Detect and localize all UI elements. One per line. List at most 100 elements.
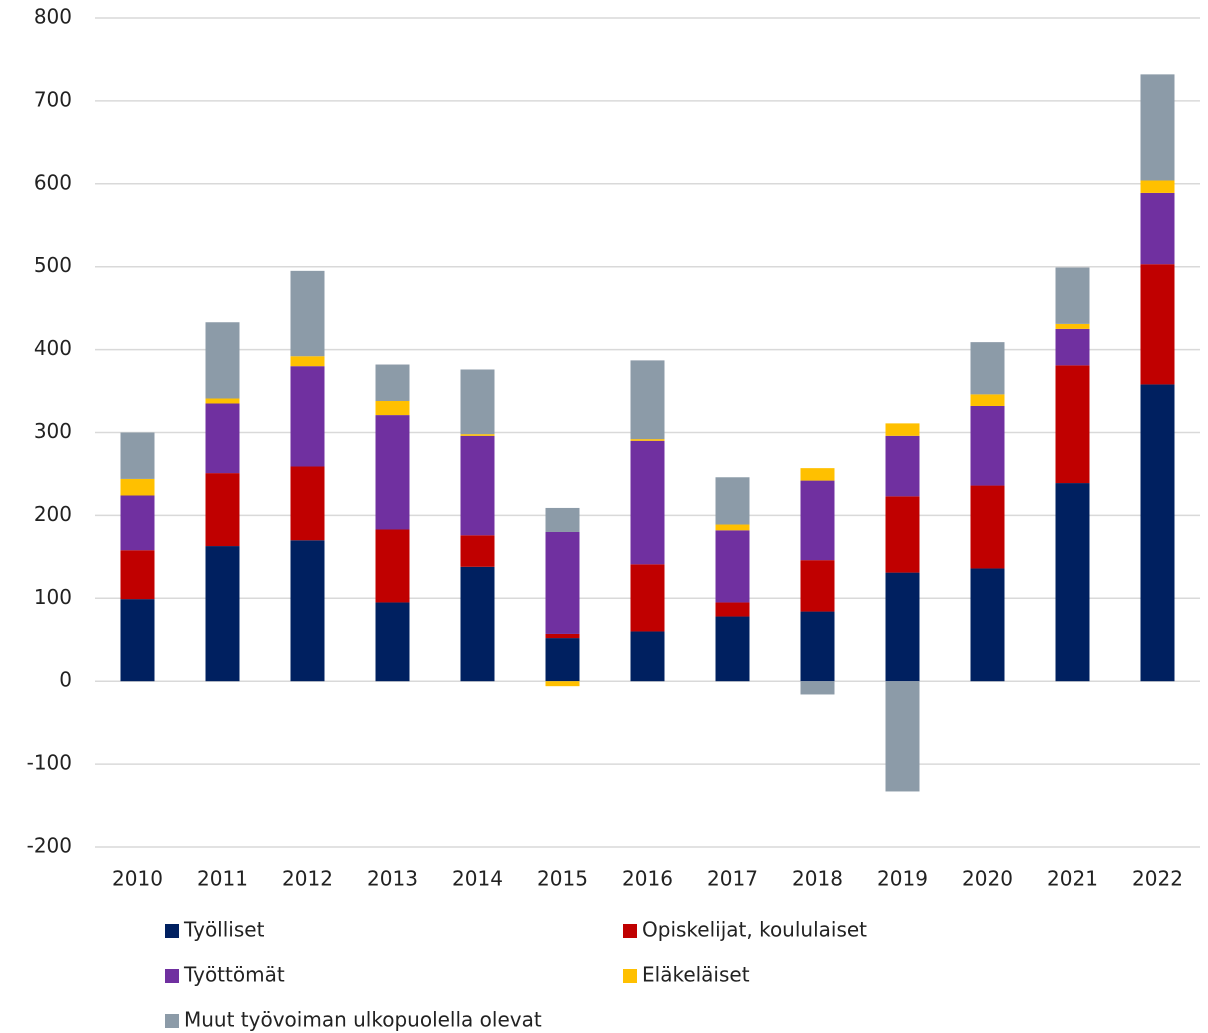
bar-segment — [205, 322, 240, 399]
y-tick-label: -200 — [27, 834, 72, 858]
x-tick-label: 2020 — [962, 867, 1013, 891]
x-tick-label: 2012 — [282, 867, 333, 891]
legend-swatch — [623, 969, 637, 983]
y-tick-label: 400 — [34, 336, 72, 360]
x-tick-label: 2010 — [112, 867, 163, 891]
bar-segment — [970, 342, 1005, 395]
y-tick-label: 500 — [34, 253, 72, 277]
legend-label: Työlliset — [183, 918, 265, 942]
legend-label: Muut työvoiman ulkopuolella olevat — [184, 1008, 542, 1032]
legend-swatch — [165, 924, 179, 938]
bar-segment — [630, 440, 665, 565]
y-tick-label: 300 — [34, 419, 72, 443]
bar-segment — [545, 638, 580, 682]
bar-segment — [800, 611, 835, 682]
bar-segment — [715, 477, 750, 525]
bar-segment — [1055, 483, 1090, 682]
bar-segment — [290, 540, 325, 682]
bar-segment — [375, 364, 410, 401]
bar-segment — [800, 681, 835, 695]
bar-segment — [630, 631, 665, 682]
bar-segment — [885, 572, 920, 682]
bar-segment — [715, 616, 750, 682]
bar-segment — [205, 398, 240, 404]
bar-segment — [375, 602, 410, 682]
y-tick-label: 600 — [34, 170, 72, 194]
bar-segment — [545, 681, 580, 687]
bar-segment — [375, 415, 410, 530]
bar-segment — [970, 394, 1005, 406]
bar-segment — [120, 599, 155, 682]
bar-segment — [375, 400, 410, 416]
x-tick-label: 2017 — [707, 867, 758, 891]
y-tick-label: 700 — [34, 87, 72, 111]
bar-segment — [970, 568, 1005, 682]
legend-swatch — [623, 924, 637, 938]
bar-segment — [545, 633, 580, 639]
bar-segment — [290, 270, 325, 357]
bar-segment — [885, 423, 920, 436]
y-tick-label: 0 — [59, 668, 72, 692]
x-tick-label: 2019 — [877, 867, 928, 891]
bar-segment — [1055, 328, 1090, 366]
bar-segment — [1140, 384, 1175, 682]
bar-segment — [290, 366, 325, 467]
bar-segment — [460, 369, 495, 435]
bar-segment — [375, 529, 410, 603]
y-tick-label: 800 — [34, 5, 72, 29]
bar-segment — [1055, 323, 1090, 329]
bar-segment — [1140, 74, 1175, 181]
bar-segment — [205, 546, 240, 682]
bar-segment — [885, 435, 920, 497]
legend-label: Työttömät — [183, 963, 285, 987]
bar-segment — [460, 566, 495, 682]
bar-segment — [290, 356, 325, 367]
y-tick-label: 200 — [34, 502, 72, 526]
bar-segment — [715, 530, 750, 603]
legend-label: Opiskelijat, koululaiset — [642, 918, 867, 942]
bar-segment — [460, 434, 495, 436]
y-tick-label: -100 — [27, 751, 72, 775]
bar-segment — [715, 602, 750, 617]
bar-segment — [885, 681, 920, 792]
x-tick-label: 2015 — [537, 867, 588, 891]
bar-segment — [715, 524, 750, 531]
bar-segment — [1055, 267, 1090, 324]
x-tick-label: 2016 — [622, 867, 673, 891]
bar-segment — [1140, 192, 1175, 265]
bar-segment — [630, 564, 665, 632]
bar-segment — [970, 485, 1005, 569]
bar-segment — [970, 405, 1005, 486]
x-tick-label: 2013 — [367, 867, 418, 891]
legend-label: Eläkeläiset — [642, 963, 750, 987]
bar-segment — [630, 439, 665, 441]
legend-swatch — [165, 1014, 179, 1028]
x-tick-label: 2022 — [1132, 867, 1183, 891]
bar-segment — [800, 468, 835, 481]
x-tick-label: 2018 — [792, 867, 843, 891]
bar-segment — [800, 560, 835, 612]
bar-segment — [1140, 180, 1175, 193]
bar-segment — [1140, 264, 1175, 385]
x-tick-label: 2014 — [452, 867, 503, 891]
bar-segment — [205, 473, 240, 547]
bar-segment — [460, 435, 495, 536]
bar-segment — [630, 360, 665, 440]
bar-segment — [120, 495, 155, 551]
x-tick-label: 2011 — [197, 867, 248, 891]
bar-segment — [800, 480, 835, 561]
y-tick-label: 100 — [34, 585, 72, 609]
bar-segment — [460, 535, 495, 567]
bar-segment — [290, 466, 325, 541]
bar-segment — [205, 403, 240, 474]
bar-segment — [1055, 365, 1090, 484]
x-tick-label: 2021 — [1047, 867, 1098, 891]
bar-segment — [545, 531, 580, 634]
legend-swatch — [165, 969, 179, 983]
bar-segment — [545, 507, 580, 532]
bar-segment — [120, 478, 155, 496]
bar-segment — [120, 432, 155, 479]
bar-segment — [120, 550, 155, 600]
bar-segment — [885, 496, 920, 573]
